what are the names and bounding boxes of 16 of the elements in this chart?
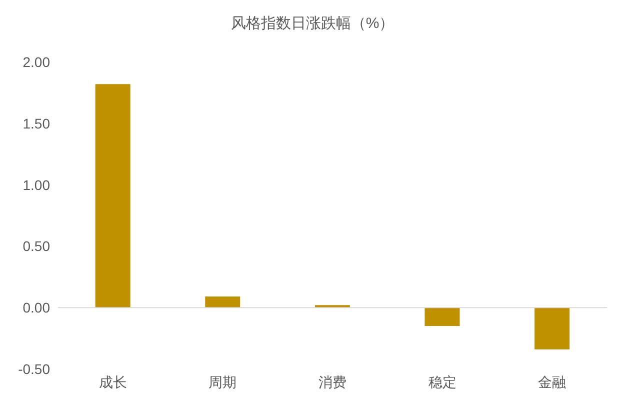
y-tick-label: -0.50 (18, 360, 50, 377)
y-tick-label: 1.50 (22, 115, 50, 132)
x-tick-label: 金融 (538, 374, 566, 390)
y-tick-label: 0.50 (22, 238, 50, 254)
x-tick-label: 稳定 (428, 374, 456, 390)
x-tick-label: 周期 (208, 374, 237, 390)
x-tick-label: 消费 (318, 374, 346, 390)
bar (534, 308, 570, 350)
bar (424, 308, 460, 326)
x-tick-label: 成长 (98, 374, 127, 390)
chart-title: 风格指数日涨跌幅（%） (230, 14, 396, 33)
y-tick-label: 1.00 (22, 176, 50, 193)
y-tick-label: 0.00 (22, 300, 50, 316)
y-tick-label: 2.00 (22, 54, 50, 70)
bar (205, 296, 240, 308)
bar (95, 84, 130, 308)
